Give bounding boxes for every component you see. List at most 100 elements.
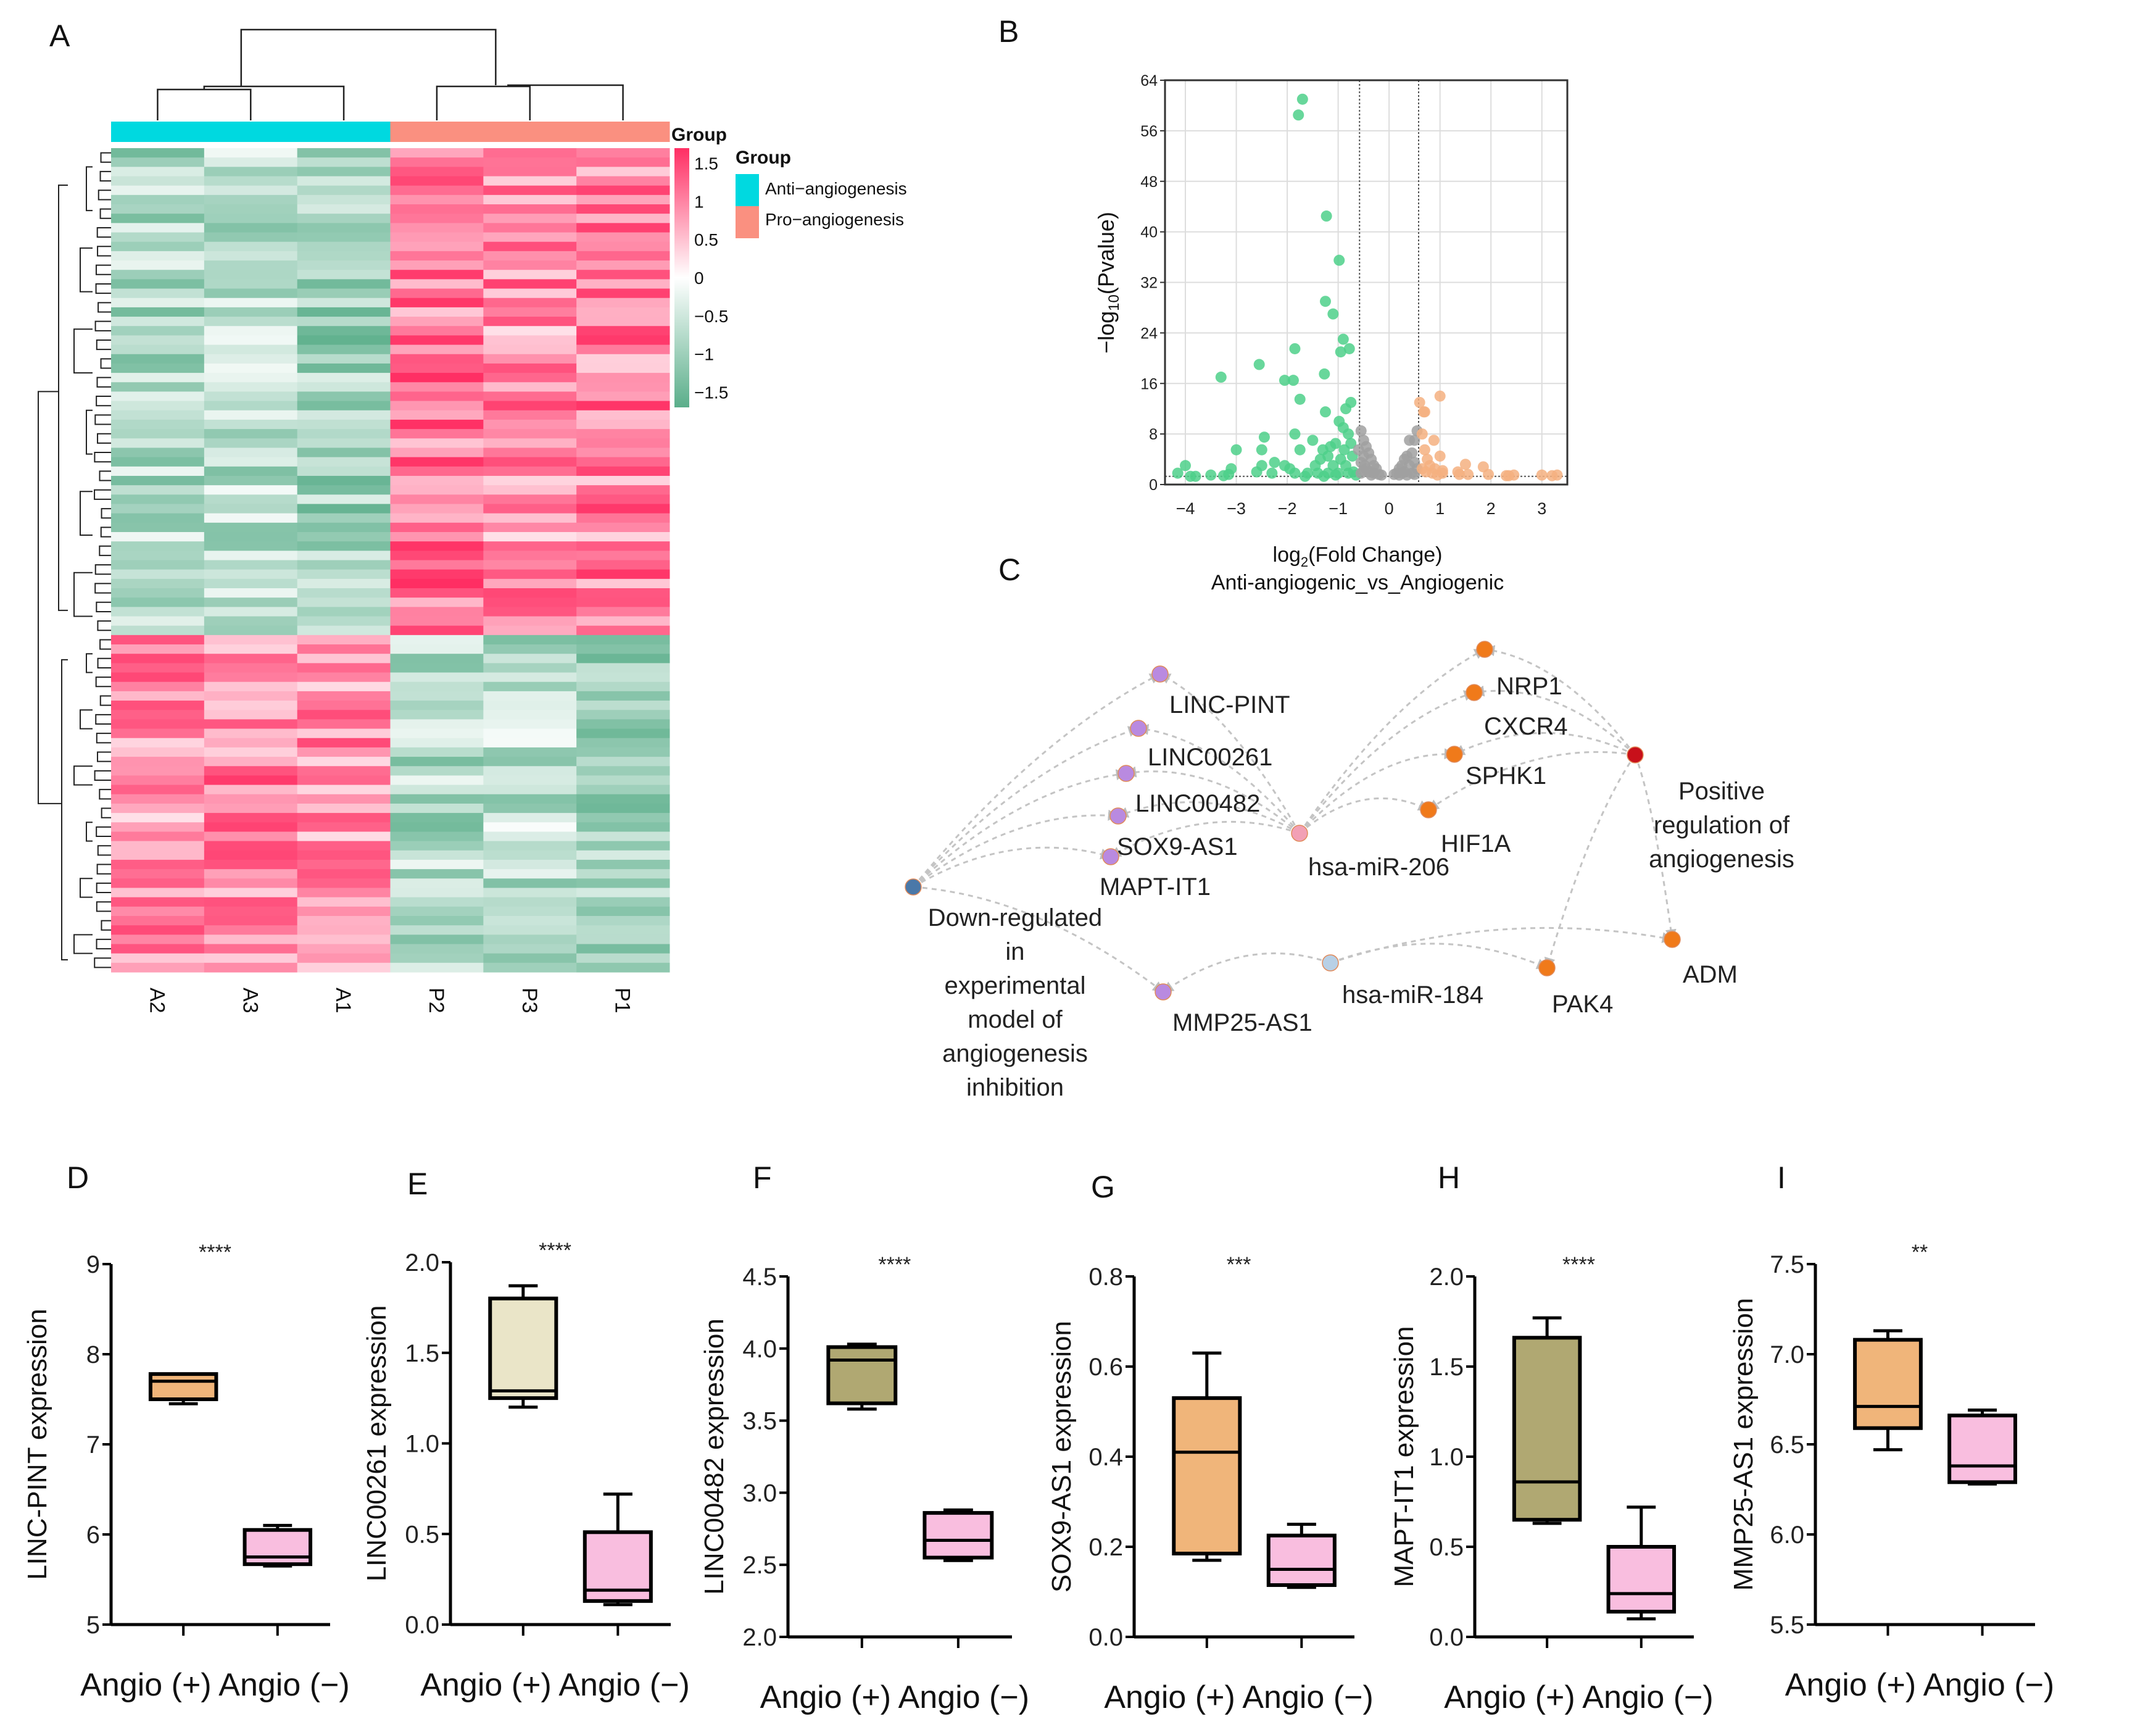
volcano-point-up	[1551, 469, 1563, 481]
heatmap-cell	[483, 775, 577, 786]
y-tick-label: 0.5	[405, 1521, 439, 1548]
box-iqr	[1947, 1413, 2017, 1484]
heatmap-cell	[111, 344, 205, 355]
dendrogram-branch	[240, 28, 497, 86]
heatmap-cell	[576, 691, 670, 701]
volcano-point-down	[1258, 431, 1270, 443]
heatmap-cell	[204, 944, 298, 954]
heatmap-cell	[111, 597, 205, 607]
heatmap-cell	[483, 766, 577, 776]
heatmap-cell	[204, 738, 298, 748]
heatmap-cell	[111, 719, 205, 730]
heatmap-cell	[483, 307, 577, 317]
heatmap-cell	[204, 429, 298, 439]
box-angio-plus	[148, 1372, 218, 1405]
heatmap-cell	[111, 382, 205, 392]
heatmap-cell	[576, 447, 670, 458]
heatmap-cell	[111, 775, 205, 786]
heatmap-cell	[483, 232, 577, 243]
heatmap-cell	[483, 794, 577, 804]
heatmap-cell	[390, 513, 484, 523]
heatmap-cell	[297, 569, 391, 580]
heatmap-cell	[576, 251, 670, 261]
column-label: P1	[611, 988, 634, 1014]
heatmap-cell	[390, 785, 484, 795]
network-node-label: LINC00261	[1148, 744, 1272, 771]
heatmap-cell	[483, 279, 577, 289]
heatmap-cell	[576, 672, 670, 683]
heatmap-cell	[297, 850, 391, 860]
network-node-label: angiogenesis	[1649, 846, 1794, 873]
heatmap-cell	[390, 326, 484, 336]
heatmap-cell	[483, 401, 577, 411]
panel-letter-i: I	[1777, 1160, 1786, 1195]
heatmap-cell	[111, 962, 205, 973]
heatmap-cell	[111, 401, 205, 411]
heatmap-cell	[390, 363, 484, 373]
heatmap-cell	[111, 541, 205, 551]
heatmap-cell	[390, 204, 484, 214]
dendrogram-branch	[100, 152, 111, 163]
heatmap-cell	[204, 541, 298, 551]
heatmap-cell	[390, 578, 484, 589]
heatmap-cell	[390, 728, 484, 739]
heatmap-cell	[204, 513, 298, 523]
heatmap-cell	[576, 616, 670, 626]
heatmap-cell	[483, 813, 577, 823]
heatmap-cell	[390, 878, 484, 888]
y-tick-label: 1.5	[1429, 1354, 1464, 1381]
heatmap-cell	[297, 176, 391, 186]
heatmap-cell	[204, 298, 298, 308]
heatmap-cell	[111, 447, 205, 458]
y-tick-label: 0.0	[1429, 1624, 1464, 1651]
heatmap-cell	[297, 672, 391, 683]
heatmap-cell	[576, 298, 670, 308]
heatmap-cell	[111, 925, 205, 935]
heatmap-cell	[390, 382, 484, 392]
heatmap-cell	[204, 663, 298, 673]
heatmap-cell	[297, 504, 391, 514]
volcano-point-up	[1419, 444, 1430, 456]
network-node-label: in	[1005, 938, 1024, 965]
heatmap-cell	[483, 288, 577, 299]
dendrogram-branch	[97, 433, 111, 444]
heatmap-cell	[390, 701, 484, 710]
heatmap-cell	[204, 457, 298, 467]
heatmap-cell	[576, 391, 670, 402]
y-tick-label: 0.4	[1088, 1444, 1123, 1471]
heatmap-cell	[297, 794, 391, 804]
heatmap-cell	[297, 663, 391, 673]
network-node-pos	[1627, 746, 1644, 764]
heatmap-cell	[483, 391, 577, 402]
network-node-hif1a	[1420, 801, 1437, 818]
heatmap-cell	[297, 429, 391, 439]
volcano-point-down	[1289, 343, 1301, 354]
heatmap-cell	[483, 270, 577, 280]
heatmap-cell	[111, 672, 205, 683]
colorbar-tick-label: 1.5	[694, 154, 718, 173]
heatmap-cell	[297, 317, 391, 327]
heatmap-cell	[111, 260, 205, 270]
heatmap-cell	[576, 850, 670, 860]
dendrogram-branch	[94, 583, 111, 594]
heatmap-cell	[204, 831, 298, 842]
box-angio-plus	[826, 1342, 898, 1411]
heatmap-cell	[576, 335, 670, 346]
heatmap-panel: Group A2 A3 A1 P2 P3 P1 1.5 1 0.5 0 −0.5 −1 −1.5 Gr…	[38, 28, 907, 1014]
y-tick-label: 2.0	[405, 1249, 439, 1276]
y-tick-label: 1.0	[405, 1431, 439, 1458]
heatmap-cell	[297, 719, 391, 730]
heatmap-cell	[204, 438, 298, 448]
heatmap-cell	[390, 859, 484, 870]
heatmap-cell	[297, 888, 391, 898]
volcano-point-down	[1319, 368, 1330, 380]
heatmap-cell	[204, 475, 298, 486]
dendrogram-branch	[99, 545, 111, 556]
heatmap-cell	[204, 354, 298, 364]
boxplot-panel-h: 0.0 0.5 1.0 1.5 2.0 MAPT-IT1 expression **** An…	[1389, 1253, 1714, 1715]
heatmap-cell	[297, 953, 391, 964]
heatmap-cell	[390, 551, 484, 560]
volcano-point-up	[1428, 435, 1440, 446]
heatmap-cell	[576, 607, 670, 617]
heatmap-cell	[204, 878, 298, 888]
